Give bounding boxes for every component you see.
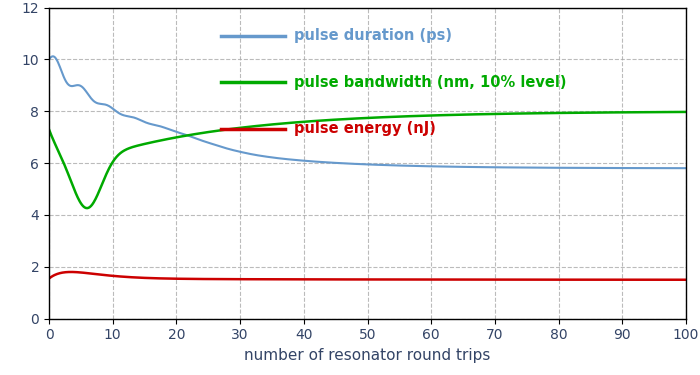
Text: pulse bandwidth (nm, 10% level): pulse bandwidth (nm, 10% level) [294,75,567,90]
Text: pulse duration (ps): pulse duration (ps) [294,28,452,43]
X-axis label: number of resonator round trips: number of resonator round trips [244,348,491,363]
Text: pulse energy (nJ): pulse energy (nJ) [294,122,436,136]
